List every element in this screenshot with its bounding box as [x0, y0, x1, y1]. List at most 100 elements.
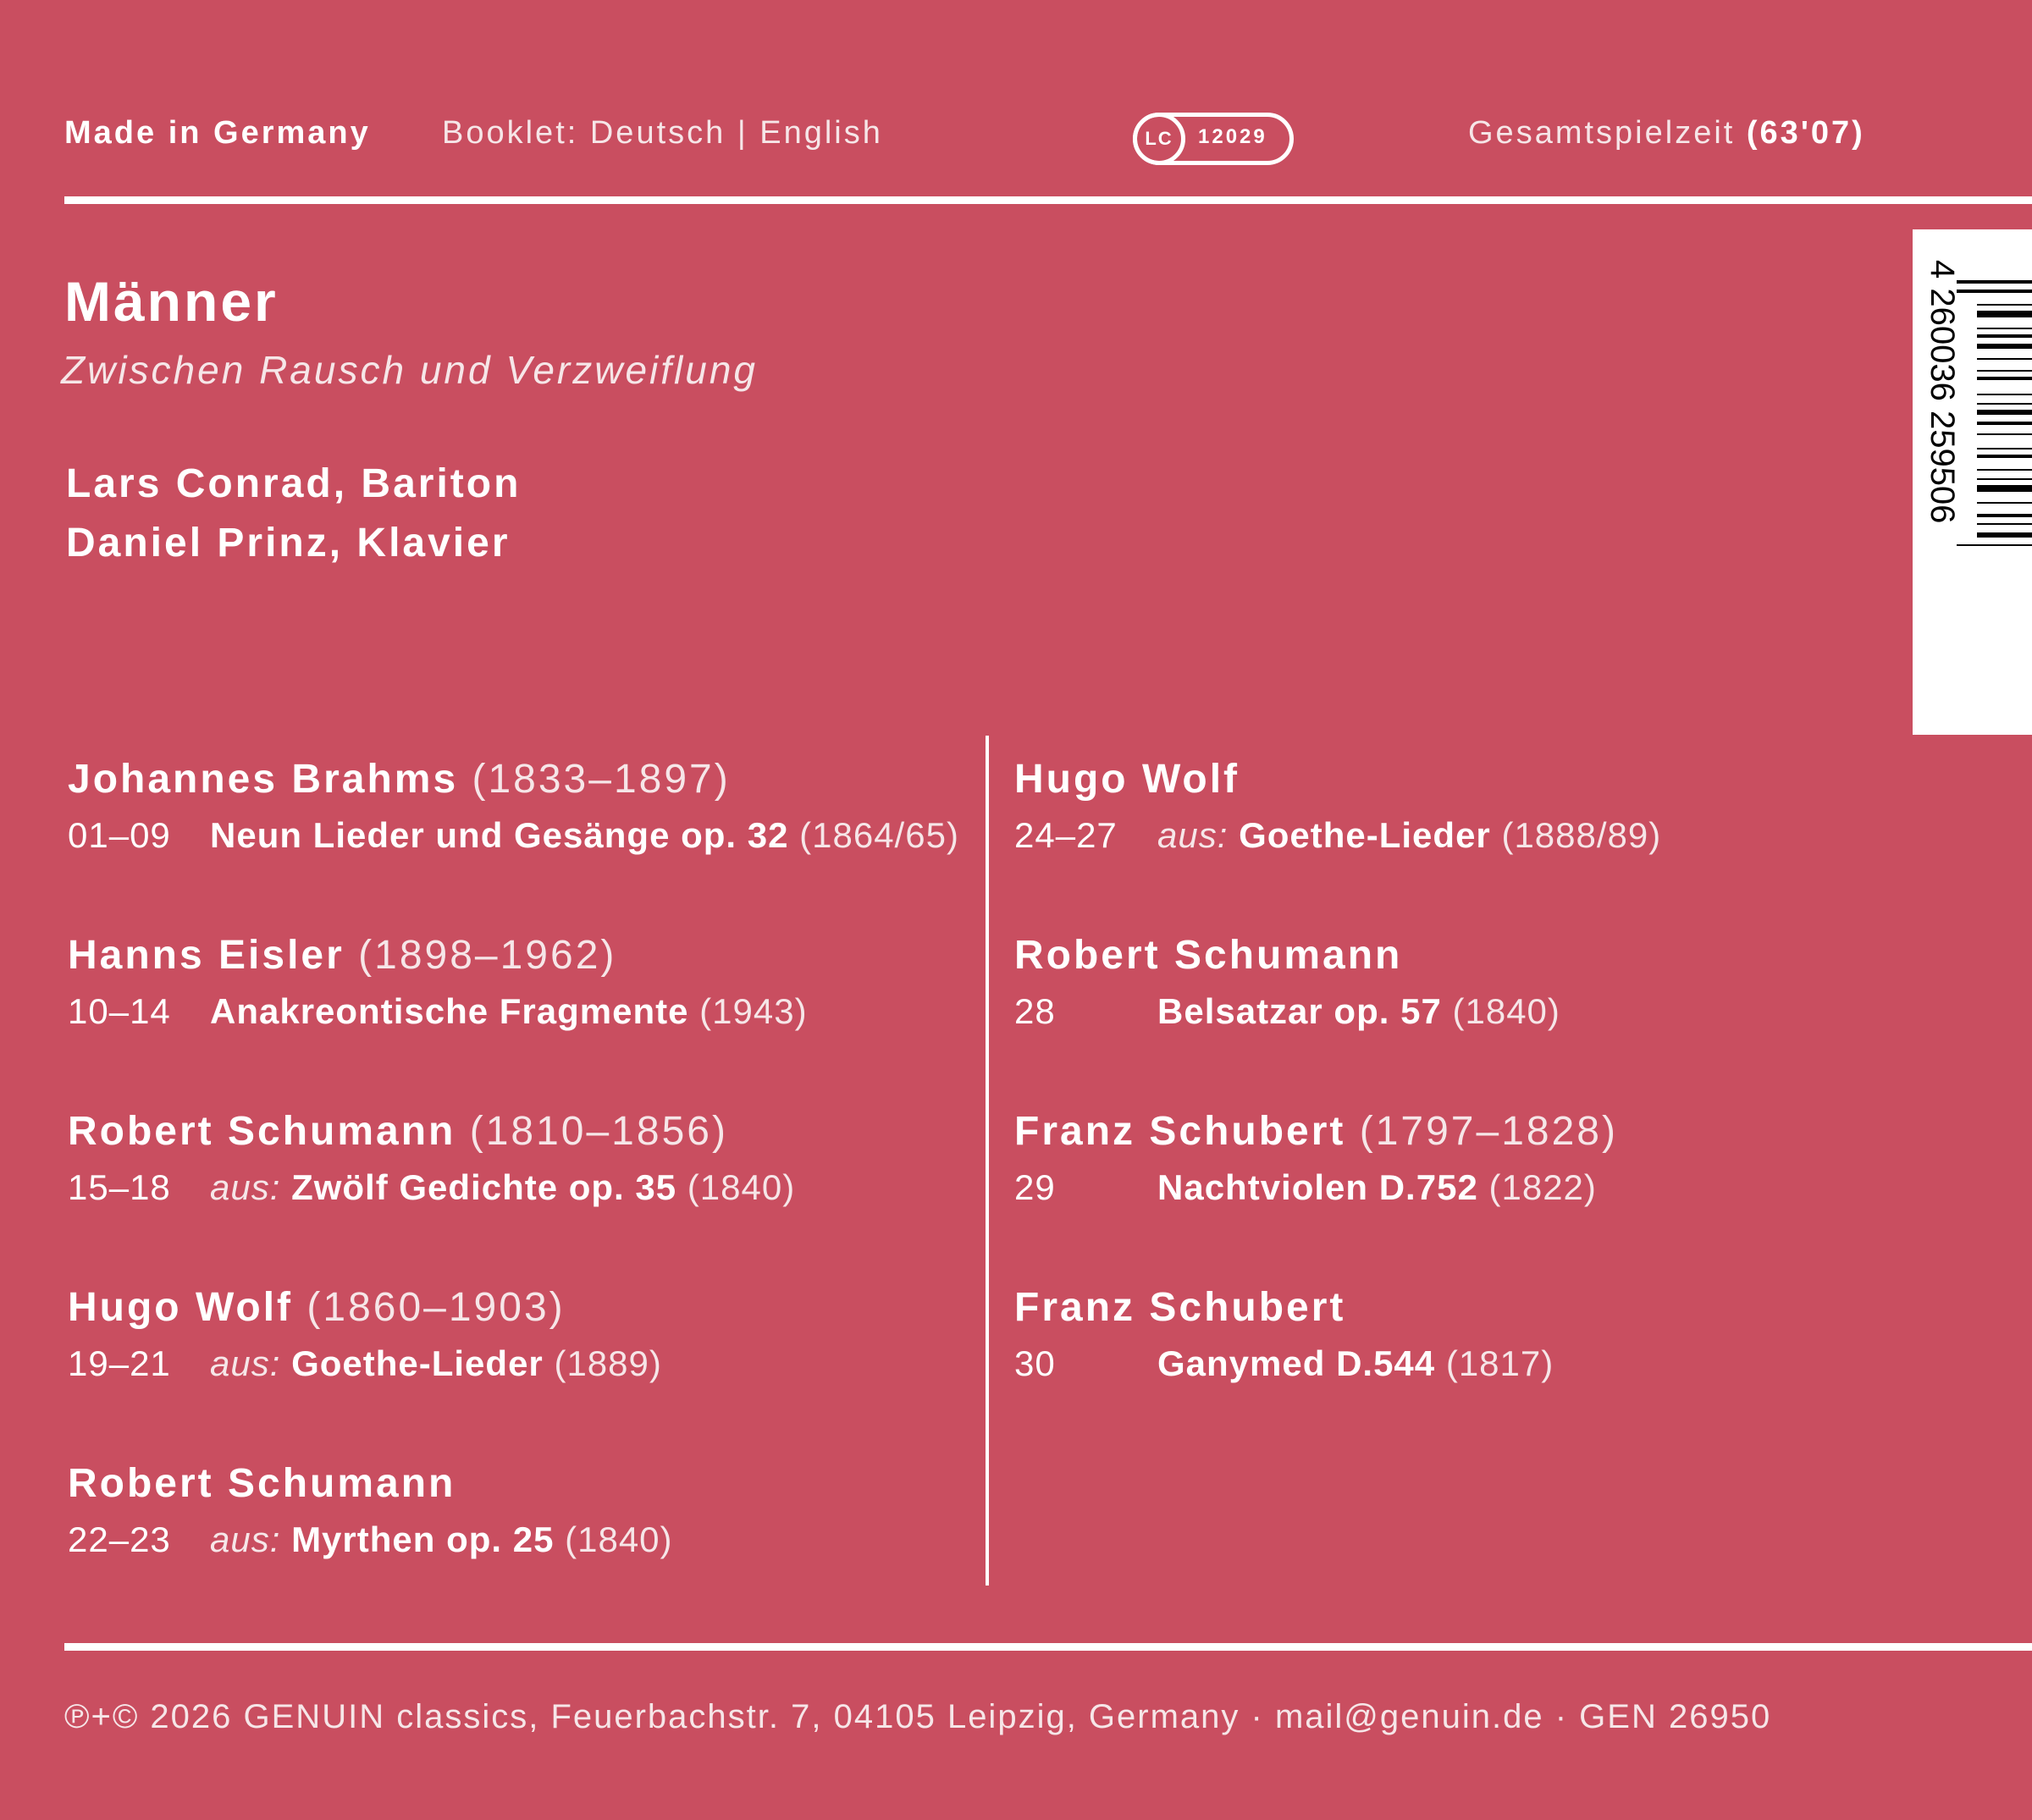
work-title: Neun Lieder und Gesänge op. 32: [210, 815, 789, 855]
work-title: Goethe-Lieder: [1239, 815, 1491, 855]
composer-heading: Franz Schubert: [1014, 1284, 1345, 1331]
work-entry: aus: Goethe-Lieder (1888/89): [1157, 815, 1661, 856]
work-year: (1822): [1488, 1167, 1597, 1207]
work-year: (1840): [687, 1167, 796, 1207]
performer: Lars Conrad, Bariton: [66, 461, 522, 506]
work-title: Goethe-Lieder: [291, 1343, 544, 1383]
playtime-label: Gesamtspielzeit: [1468, 115, 1736, 151]
work-title: Myrthen op. 25: [291, 1519, 555, 1559]
work-title: Belsatzar op. 57: [1157, 991, 1442, 1031]
barcode-bar: [1977, 478, 2032, 480]
column-divider: [986, 736, 989, 1586]
work-year: (1840): [1452, 991, 1560, 1031]
barcode-icon: 4 260036 259506: [1924, 260, 2032, 546]
barcode-bar: [1977, 532, 2032, 538]
composer-name: Robert Schumann: [68, 1109, 456, 1154]
work-prefix: aus:: [210, 1343, 281, 1383]
composer-name: Robert Schumann: [1014, 933, 1403, 978]
barcode-bar: [1977, 469, 2032, 471]
barcode-bar: [1957, 280, 2032, 284]
barcode-bar: [1977, 334, 2032, 338]
album-subtitle: Zwischen Rausch und Verzweiflung: [61, 348, 758, 392]
barcode-bar: [1977, 514, 2032, 517]
barcode-bar: [1957, 544, 2032, 546]
booklet-languages: Booklet: Deutsch | English: [442, 115, 883, 151]
work-entry: Ganymed D.544 (1817): [1157, 1343, 1554, 1384]
track-numbers: 24–27: [1014, 815, 1118, 855]
work-year: (1817): [1445, 1343, 1554, 1383]
work-title: Nachtviolen D.752: [1157, 1167, 1478, 1207]
composer-heading: Johannes Brahms (1833–1897): [68, 756, 731, 802]
barcode-digits: 4 260036 259506: [1924, 260, 1961, 523]
barcode-bar: [1977, 304, 2032, 306]
composer-name: Robert Schumann: [68, 1461, 456, 1506]
barcode-bar: [1977, 448, 2032, 449]
composer-heading: Hugo Wolf: [1014, 756, 1240, 802]
composer-heading: Hugo Wolf (1860–1903): [68, 1284, 566, 1331]
work-prefix: aus:: [1157, 815, 1229, 855]
lc-number: 12029: [1198, 125, 1267, 148]
track-numbers: 15–18: [68, 1167, 171, 1207]
made-in-germany: Made in Germany: [64, 115, 371, 151]
composer-heading: Robert Schumann: [1014, 932, 1402, 979]
work-year: (1864/65): [799, 815, 959, 855]
work-entry: Belsatzar op. 57 (1840): [1157, 991, 1560, 1032]
composer-name: Franz Schubert: [1014, 1285, 1346, 1330]
barcode-bar: [1977, 344, 2032, 349]
total-playtime: Gesamtspielzeit (63'07): [1468, 115, 1865, 152]
album-title: Männer: [64, 270, 279, 333]
work-year: (1888/89): [1501, 815, 1662, 855]
barcode-bar: [1977, 311, 2032, 317]
label-code-logo: LC 12029: [1133, 113, 1294, 165]
barcode-bar: [1977, 485, 2032, 492]
track-numbers: 29: [1014, 1167, 1056, 1207]
work-entry: Anakreontische Fragmente (1943): [210, 991, 808, 1032]
composer-dates: (1898–1962): [358, 933, 617, 978]
work-entry: Nachtviolen D.752 (1822): [1157, 1167, 1597, 1208]
composer-heading: Robert Schumann: [68, 1460, 456, 1507]
composer-heading: Hanns Eisler (1898–1962): [68, 932, 616, 979]
composer-dates: (1810–1856): [469, 1109, 728, 1154]
work-prefix: aus:: [210, 1519, 281, 1559]
work-entry: aus: Myrthen op. 25 (1840): [210, 1519, 673, 1560]
work-prefix: aus:: [210, 1167, 281, 1207]
composer-heading: Robert Schumann (1810–1856): [68, 1108, 728, 1155]
composer-dates: (1860–1903): [306, 1285, 566, 1330]
barcode-bar: [1957, 290, 2032, 293]
composer-name: Hanns Eisler: [68, 933, 345, 978]
composer-dates: (1833–1897): [472, 757, 731, 802]
copyright-footer: ℗+© 2026 GENUIN classics, Feuerbachstr. …: [64, 1698, 1772, 1735]
barcode-bar: [1977, 433, 2032, 435]
composer-name: Hugo Wolf: [68, 1285, 294, 1330]
barcode-bar: [1977, 523, 2032, 525]
barcode-bar: [1977, 370, 2032, 372]
barcode-bar: [1977, 502, 2032, 504]
bottom-divider: [64, 1643, 2032, 1651]
work-year: (1889): [554, 1343, 662, 1383]
track-numbers: 19–21: [68, 1343, 171, 1383]
composer-name: Franz Schubert: [1014, 1109, 1346, 1154]
track-numbers: 22–23: [68, 1519, 171, 1559]
barcode-bar: [1977, 410, 2032, 415]
track-numbers: 30: [1014, 1343, 1056, 1383]
composer-name: Johannes Brahms: [68, 757, 459, 802]
track-numbers: 28: [1014, 991, 1056, 1031]
barcode-bar: [1977, 422, 2032, 425]
playtime-value: (63'07): [1746, 115, 1865, 151]
barcode: 4 260036 259506: [1913, 229, 2032, 735]
work-year: (1943): [699, 991, 808, 1031]
work-year: (1840): [565, 1519, 673, 1559]
barcode-bar: [1977, 377, 2032, 380]
work-entry: aus: Zwölf Gedichte op. 35 (1840): [210, 1167, 795, 1208]
barcode-bar: [1977, 328, 2032, 329]
work-entry: Neun Lieder und Gesänge op. 32 (1864/65): [210, 815, 959, 856]
track-numbers: 01–09: [68, 815, 171, 855]
barcode-bar: [1977, 358, 2032, 360]
barcode-bar: [1977, 403, 2032, 405]
work-title: Ganymed D.544: [1157, 1343, 1436, 1383]
work-title: Zwölf Gedichte op. 35: [291, 1167, 677, 1207]
track-numbers: 10–14: [68, 991, 171, 1031]
lc-icon: LC: [1133, 113, 1185, 165]
top-divider: [64, 196, 2032, 204]
performer: Daniel Prinz, Klavier: [66, 521, 511, 565]
